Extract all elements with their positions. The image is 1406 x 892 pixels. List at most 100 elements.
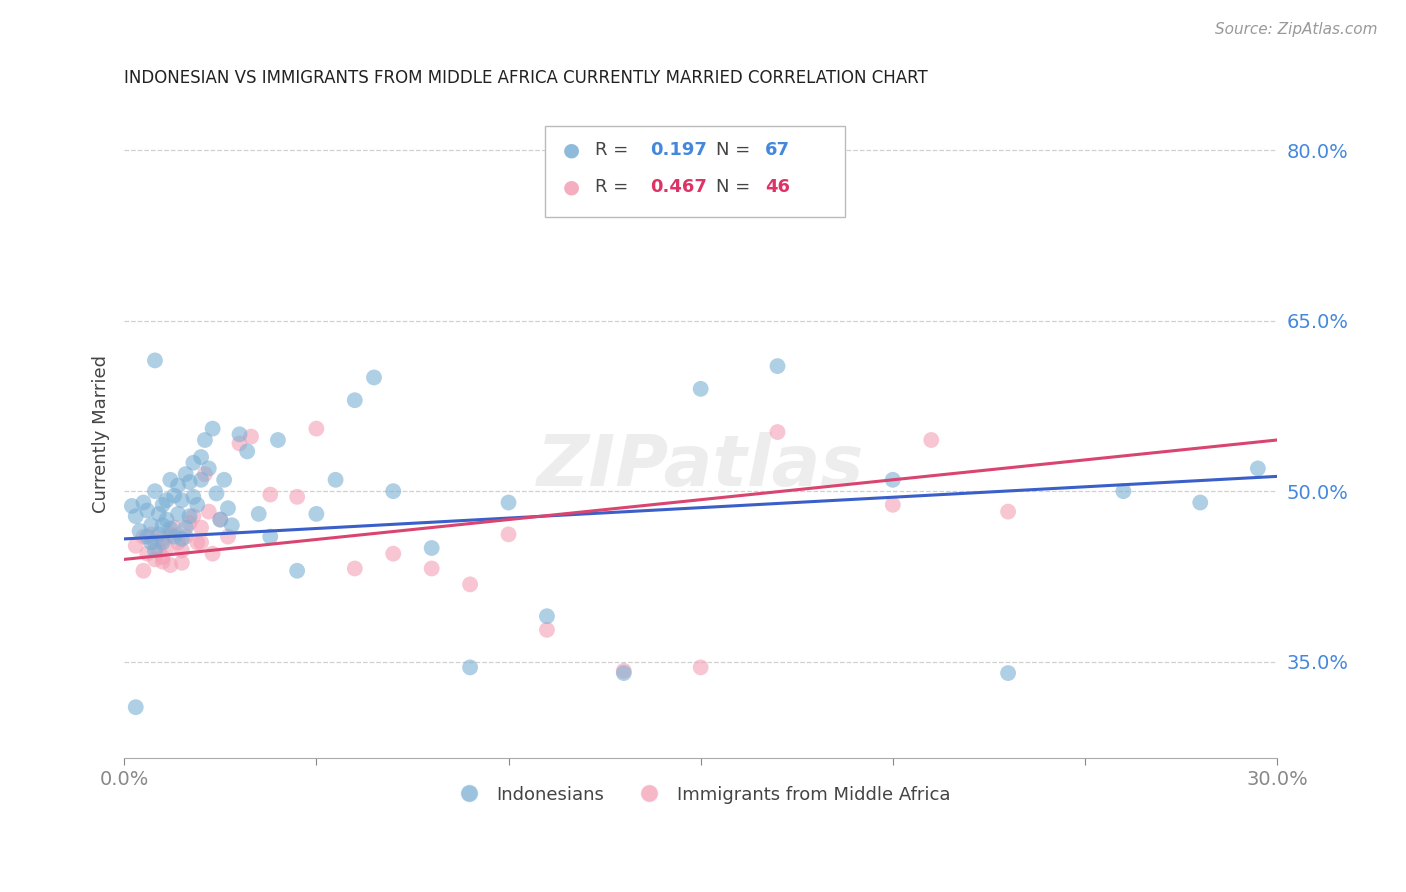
Point <box>139 535 162 549</box>
Point <box>148 527 170 541</box>
Point <box>174 530 197 544</box>
Point <box>194 433 217 447</box>
Point <box>221 518 243 533</box>
Point <box>163 520 186 534</box>
Text: Source: ZipAtlas.com: Source: ZipAtlas.com <box>1215 22 1378 37</box>
Point <box>217 501 239 516</box>
Point <box>148 507 170 521</box>
Y-axis label: Currently Married: Currently Married <box>93 355 110 513</box>
Point <box>183 509 205 524</box>
Text: R =: R = <box>595 142 634 160</box>
Point <box>305 507 328 521</box>
FancyBboxPatch shape <box>546 127 845 218</box>
Point <box>766 359 789 373</box>
Point <box>179 516 201 530</box>
Point <box>152 518 174 533</box>
Point <box>163 530 186 544</box>
Point <box>186 498 208 512</box>
Point <box>285 564 308 578</box>
Point <box>136 530 159 544</box>
Point <box>689 382 711 396</box>
Point <box>197 505 219 519</box>
Point <box>155 493 177 508</box>
Point <box>132 530 155 544</box>
Point <box>136 547 159 561</box>
Point <box>247 507 270 521</box>
Point <box>125 509 148 524</box>
Point <box>190 520 212 534</box>
Point <box>186 535 208 549</box>
Point <box>190 535 212 549</box>
Point <box>613 664 636 678</box>
Text: ●: ● <box>562 141 581 160</box>
Point <box>125 700 148 714</box>
Text: INDONESIAN VS IMMIGRANTS FROM MIDDLE AFRICA CURRENTLY MARRIED CORRELATION CHART: INDONESIAN VS IMMIGRANTS FROM MIDDLE AFR… <box>124 69 928 87</box>
Point <box>152 550 174 565</box>
Point <box>420 541 443 555</box>
Point <box>183 456 205 470</box>
Point <box>159 558 181 572</box>
Point <box>212 473 235 487</box>
Point <box>997 505 1019 519</box>
Point <box>382 484 405 499</box>
Point <box>136 503 159 517</box>
Text: N =: N = <box>716 178 755 195</box>
Point <box>1247 461 1270 475</box>
Point <box>382 547 405 561</box>
Text: N =: N = <box>716 142 755 160</box>
Point <box>152 498 174 512</box>
Point <box>132 564 155 578</box>
Point <box>1189 495 1212 509</box>
Point <box>458 577 481 591</box>
Point <box>882 473 904 487</box>
Point <box>498 495 520 509</box>
Point <box>155 512 177 526</box>
Point <box>689 660 711 674</box>
Point <box>128 524 150 538</box>
Point <box>536 609 558 624</box>
Point <box>167 535 190 549</box>
Point <box>174 467 197 482</box>
Point <box>159 522 181 536</box>
Text: ZIPatlas: ZIPatlas <box>537 433 865 501</box>
Point <box>183 490 205 504</box>
Point <box>536 623 558 637</box>
Point <box>236 444 259 458</box>
Point <box>285 490 308 504</box>
Point <box>167 507 190 521</box>
Point <box>125 539 148 553</box>
Point <box>179 475 201 489</box>
Point <box>170 556 193 570</box>
Point <box>121 499 143 513</box>
Text: 0.467: 0.467 <box>650 178 707 195</box>
Point <box>159 473 181 487</box>
Point <box>882 498 904 512</box>
Point <box>170 493 193 508</box>
Point <box>139 518 162 533</box>
Legend: Indonesians, Immigrants from Middle Africa: Indonesians, Immigrants from Middle Afri… <box>444 779 957 811</box>
Point <box>343 561 366 575</box>
Text: 0.197: 0.197 <box>650 142 707 160</box>
Point <box>143 353 166 368</box>
Point <box>259 530 281 544</box>
Point <box>143 535 166 549</box>
Point <box>228 436 250 450</box>
Point <box>143 552 166 566</box>
Point <box>194 467 217 482</box>
Text: R =: R = <box>595 178 634 195</box>
Point <box>197 461 219 475</box>
Point <box>1112 484 1135 499</box>
Point <box>132 495 155 509</box>
Point <box>159 527 181 541</box>
Point <box>920 433 942 447</box>
Point <box>148 543 170 558</box>
Point <box>152 535 174 549</box>
Point <box>997 666 1019 681</box>
Point <box>143 543 166 558</box>
Text: 46: 46 <box>765 178 790 195</box>
Point <box>155 541 177 555</box>
Point <box>240 429 263 443</box>
Point <box>174 520 197 534</box>
Point <box>363 370 385 384</box>
Point <box>143 484 166 499</box>
